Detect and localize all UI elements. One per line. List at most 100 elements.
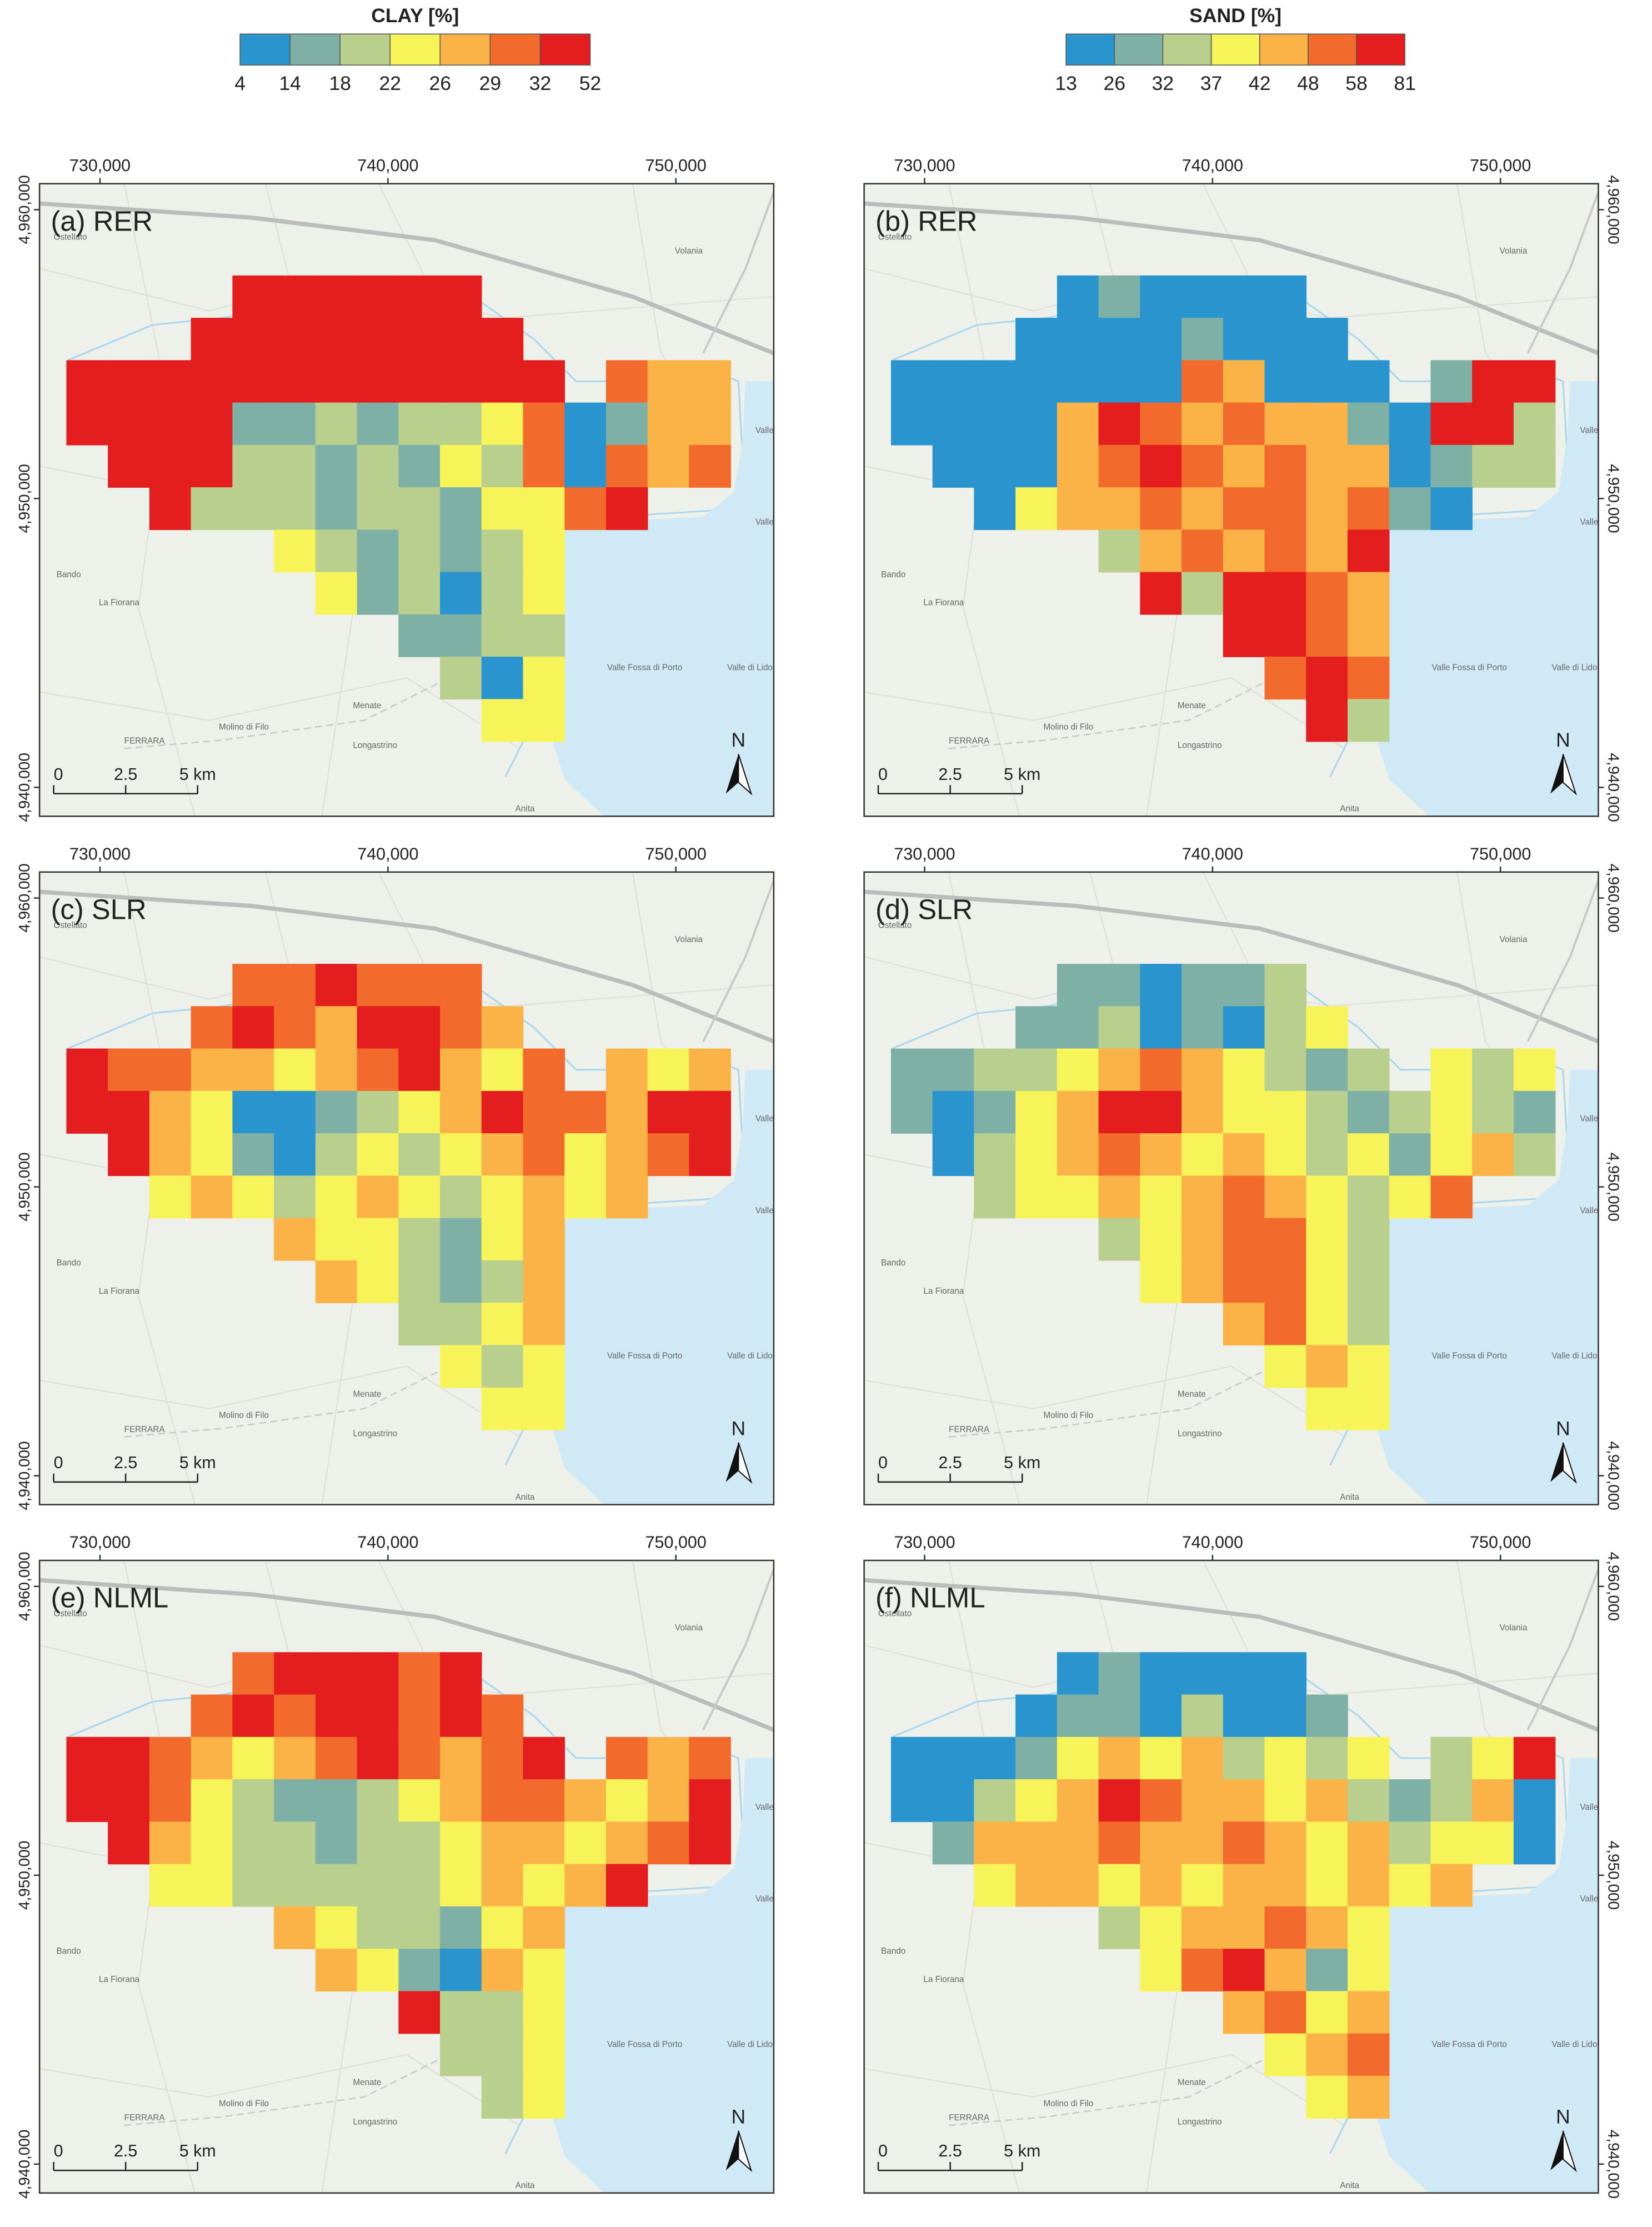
- raster-cell: [398, 1090, 440, 1134]
- legend-swatch: [539, 33, 591, 66]
- x-tick-label: 730,000: [69, 844, 131, 863]
- map-frame: [38, 871, 775, 1505]
- place-label: Volania: [675, 935, 703, 944]
- raster-cell: [481, 699, 524, 742]
- scale-label: 5 km: [1004, 2141, 1040, 2160]
- north-label: N: [732, 2105, 746, 2128]
- raster-cell: [274, 1048, 316, 1092]
- place-label: Bando: [881, 570, 905, 579]
- raster-cell: [1140, 1652, 1182, 1695]
- place-label: FERRARA: [124, 737, 166, 746]
- raster-cell: [440, 444, 482, 488]
- raster-cell: [1264, 1864, 1307, 1907]
- raster-cell: [440, 964, 482, 1007]
- scale-label: 0: [878, 2141, 888, 2160]
- raster-cell: [1306, 529, 1348, 573]
- raster-cell: [440, 1260, 482, 1303]
- raster-cell: [481, 444, 524, 488]
- raster-cell: [315, 1736, 358, 1780]
- raster-cell: [1430, 1090, 1473, 1134]
- place-label: Ostellato: [878, 920, 912, 930]
- map-panel: OstellatoSan GiovanniVolaniaBandoLa Fior…: [16, 1533, 775, 2199]
- raster-cell: [232, 1694, 274, 1738]
- raster-cell: [1015, 1864, 1058, 1907]
- raster-cell: [1182, 318, 1224, 361]
- raster-cell: [1015, 487, 1058, 531]
- raster-cell: [689, 444, 731, 488]
- raster-cell: [523, 1218, 565, 1261]
- raster-cell: [564, 1090, 607, 1134]
- raster-cell: [481, 1090, 524, 1134]
- raster-cell: [1389, 1779, 1431, 1823]
- map-panel: OstellatoSan GiovanniVolaniaBandoLa Fior…: [863, 156, 1622, 822]
- raster-cell: [398, 1991, 440, 2034]
- place-label: La Fiorana: [99, 1287, 139, 1296]
- raster-cell: [481, 1218, 524, 1261]
- raster-cell: [1306, 1779, 1348, 1823]
- raster-cell: [605, 1048, 648, 1092]
- raster-cell: [605, 444, 648, 488]
- raster-cell: [605, 1864, 648, 1907]
- raster-cell: [274, 402, 316, 446]
- raster-cell: [232, 318, 274, 361]
- legend-swatch: [1162, 33, 1212, 66]
- raster-cell: [1306, 657, 1348, 700]
- raster-cell: [440, 1090, 482, 1134]
- raster-cell: [440, 275, 482, 318]
- place-label: La Fiorana: [923, 1287, 964, 1296]
- legend-swatch: [1114, 33, 1164, 66]
- map-panel: OstellatoSan GiovanniVolaniaBandoLa Fior…: [16, 156, 775, 822]
- raster-cell: [191, 402, 233, 446]
- raster-cell: [481, 1006, 524, 1049]
- raster-cell: [1264, 1303, 1307, 1346]
- raster-cell: [274, 1821, 316, 1865]
- raster-cell: [481, 1779, 524, 1823]
- map-body: OstellatoSan GiovanniVolaniaBandoLa Fior…: [39, 1560, 774, 2193]
- place-label: Longastrino: [1178, 740, 1222, 750]
- raster-cell: [1015, 1694, 1058, 1738]
- raster-cell: [1182, 1006, 1224, 1049]
- raster-cell: [890, 360, 933, 403]
- raster-cell: [1223, 1736, 1265, 1780]
- raster-cell: [689, 1821, 731, 1865]
- raster-cell: [1306, 1133, 1348, 1177]
- raster-cell: [1264, 1694, 1307, 1738]
- raster-cell: [1140, 1175, 1182, 1219]
- raster-cell: [1140, 1006, 1182, 1049]
- raster-cell: [1057, 964, 1099, 1007]
- raster-cell: [1264, 529, 1307, 573]
- raster-cell: [481, 360, 524, 403]
- raster-cell: [1223, 360, 1265, 403]
- legend-tick-label: 32: [529, 72, 552, 94]
- north-arrow: [1562, 1442, 1577, 1484]
- raster-cell: [1347, 1260, 1390, 1303]
- raster-cell: [1140, 1864, 1182, 1907]
- x-tick-label: 730,000: [894, 156, 955, 175]
- raster-cell: [274, 487, 316, 531]
- legend-swatch: [339, 33, 391, 66]
- raster-cell: [689, 1779, 731, 1823]
- place-label: Valle Fossa di Porto: [1431, 663, 1506, 673]
- raster-cell: [66, 360, 108, 403]
- y-tick-label: 4,940,000: [1605, 753, 1622, 822]
- raster-cell: [1015, 1175, 1058, 1219]
- raster-cell: [1182, 487, 1224, 531]
- map-panel: OstellatoSan GiovanniVolaniaBandoLa Fior…: [863, 1533, 1622, 2199]
- place-label: La Fiorana: [99, 598, 139, 608]
- y-tick-label: 4,950,000: [16, 464, 33, 533]
- raster-cell: [1223, 1652, 1265, 1695]
- raster-cell: [647, 1048, 690, 1092]
- raster-cell: [1140, 1736, 1182, 1780]
- raster-cell: [523, 1048, 565, 1092]
- raster-cell: [1513, 1736, 1556, 1780]
- raster-cell: [1306, 1175, 1348, 1219]
- raster-cell: [315, 1864, 358, 1907]
- raster-cell: [357, 1175, 399, 1219]
- place-label: Valle di Lido Magnavacca: [1552, 1352, 1648, 1361]
- raster-cell: [1264, 1949, 1307, 1992]
- raster-cell: [1347, 444, 1390, 488]
- raster-cell: [1513, 360, 1556, 403]
- raster-cell: [274, 360, 316, 403]
- raster-cell: [315, 1949, 358, 1992]
- raster-cell: [315, 360, 358, 403]
